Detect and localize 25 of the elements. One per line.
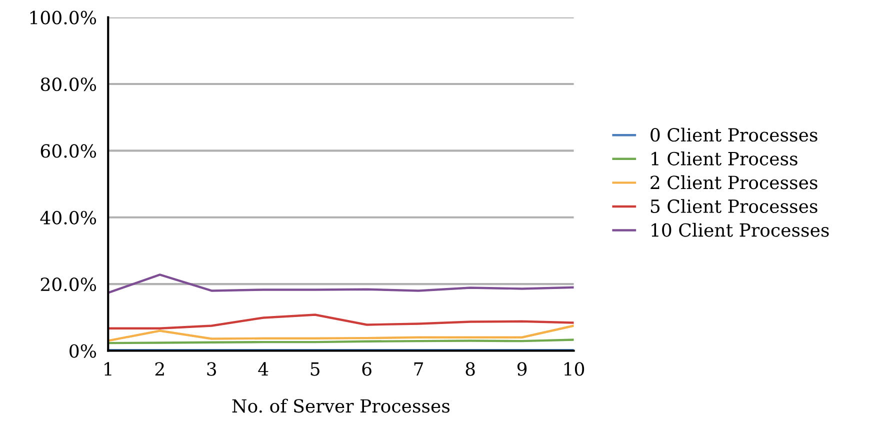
legend-label: 2 Client Processes xyxy=(650,175,818,190)
y-tick-label: 100.0% xyxy=(30,10,96,24)
x-tick-label: 2 xyxy=(155,362,164,376)
x-tick-label: 3 xyxy=(207,362,216,376)
line-series xyxy=(108,324,574,342)
y-tick-label: 60.0% xyxy=(40,144,96,158)
legend-label: 5 Client Processes xyxy=(650,199,818,214)
y-tick-label: 20.0% xyxy=(40,278,96,292)
x-tick-label: 8 xyxy=(466,362,475,376)
legend-label: 1 Client Process xyxy=(652,151,798,166)
legend-label: 0 Client Processes xyxy=(650,128,818,142)
legend-label: 10 Client Processes xyxy=(652,222,829,237)
line-series xyxy=(108,314,574,330)
line-series xyxy=(108,274,574,294)
y-tick-label: 40.0% xyxy=(40,210,96,224)
x-tick-label: 7 xyxy=(414,362,423,376)
x-tick-label: 10 xyxy=(564,362,584,376)
x-tick-label: 6 xyxy=(362,362,372,376)
y-tick-label: 0% xyxy=(70,344,96,358)
y-tick-label: 80.0% xyxy=(40,77,96,92)
x-tick-label: 5 xyxy=(310,362,320,376)
x-tick-label: 4 xyxy=(258,362,268,376)
x-tick-label: 1 xyxy=(104,362,112,376)
x-tick-label: 9 xyxy=(517,362,527,376)
x-axis-title: No. of Server Processes xyxy=(232,398,450,413)
